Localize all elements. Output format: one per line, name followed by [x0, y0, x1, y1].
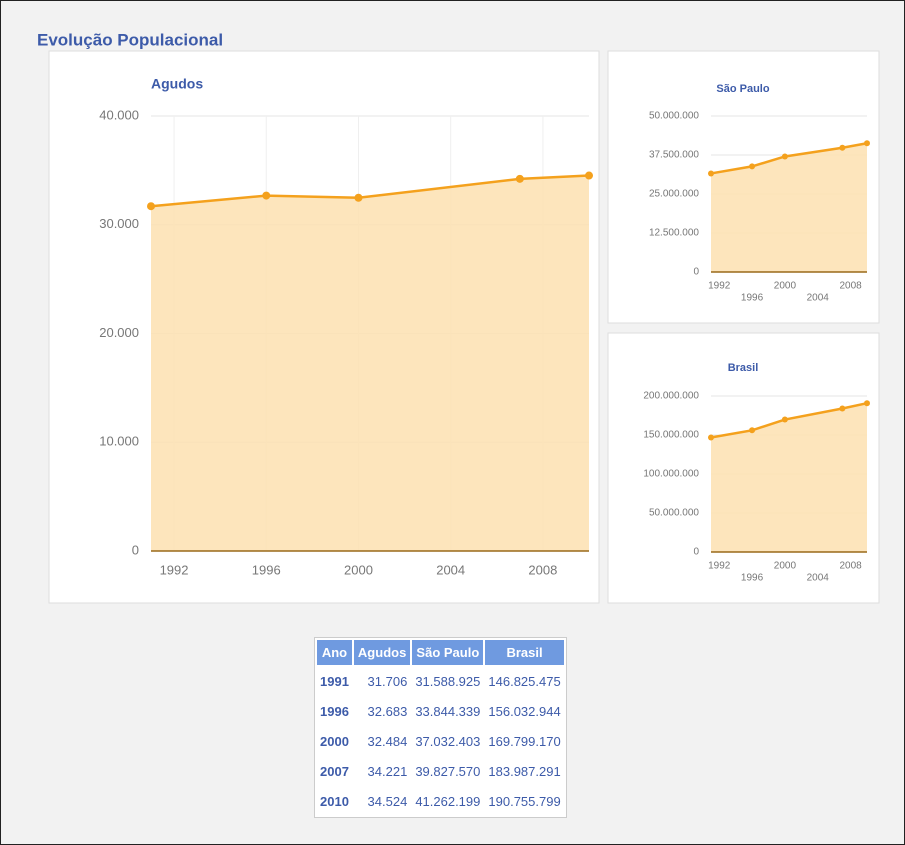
point [749, 163, 756, 170]
point [864, 140, 870, 147]
x-tick-label: 1992 [160, 562, 189, 577]
point [781, 416, 788, 423]
table-cell: 183.987.291 [488, 763, 561, 779]
y-tick-label: 37.500.000 [649, 150, 699, 161]
table-cell: 1991 [320, 673, 349, 689]
y-tick-label: 10.000 [99, 434, 139, 449]
table-cell: 146.825.475 [488, 673, 561, 689]
y-tick-label: 25.000.000 [649, 189, 699, 200]
y-tick-label: 200.000.000 [643, 391, 699, 402]
table-row: 2007 34.221 39.827.570 183.987.291 [317, 757, 564, 785]
table-cell: 32.484 [367, 733, 408, 749]
point [781, 153, 788, 160]
table-cell: 1996 [320, 703, 349, 719]
y-tick-label: 50.000.000 [649, 508, 699, 519]
y-tick-label: 40.000 [99, 107, 139, 122]
table-cell: 39.827.570 [415, 763, 481, 779]
x-tick-label: 1996 [252, 562, 281, 577]
table-cell: 34.221 [367, 763, 408, 779]
table-cell: 2000 [320, 733, 349, 749]
table-row: 1991 31.706 31.588.925 146.825.475 [317, 667, 564, 695]
table-cell: 33.844.339 [415, 703, 481, 719]
x-tick-label: 1992 [708, 281, 731, 292]
table-cell: 34.524 [367, 793, 408, 809]
point [708, 170, 714, 177]
y-tick-label: 30.000 [99, 216, 139, 231]
chart-title: São Paulo [716, 83, 769, 95]
point [585, 171, 593, 180]
area [151, 175, 589, 551]
table-cell: 156.032.944 [488, 703, 561, 719]
x-tick-label: 2000 [344, 562, 373, 577]
y-tick-label: 0 [693, 547, 699, 558]
x-tick-label: 2008 [528, 562, 557, 577]
point [839, 144, 846, 151]
table-cell: 31.706 [367, 673, 408, 689]
x-tick-label: 2004 [807, 573, 830, 584]
x-tick-label: 2004 [436, 562, 465, 577]
y-tick-label: 0 [693, 267, 699, 278]
x-tick-label: 2008 [839, 281, 862, 292]
table-row: 2000 32.484 37.032.403 169.799.170 [317, 727, 564, 755]
header-cell: Brasil [485, 640, 564, 665]
x-tick-label: 1996 [741, 293, 764, 304]
table-row: 1996 32.683 33.844.339 156.032.944 [317, 697, 564, 725]
x-tick-label: 1992 [708, 561, 731, 572]
point [147, 202, 155, 211]
header-cell: Agudos [353, 640, 411, 665]
table-cell: 2007 [320, 763, 349, 779]
x-tick-label: 2008 [839, 561, 862, 572]
chart-title: Agudos [151, 76, 203, 92]
x-tick-label: 2004 [807, 293, 830, 304]
page-title: Evolução Populacional [37, 30, 223, 49]
table-cell: 37.032.403 [415, 733, 481, 749]
table-cell: 190.755.799 [488, 793, 561, 809]
area [711, 143, 867, 272]
point [864, 400, 870, 407]
y-tick-label: 50.000.000 [649, 111, 699, 122]
y-tick-label: 0 [132, 542, 139, 557]
header-row: Ano Agudos São Paulo Brasil [317, 640, 564, 665]
table-cell: 41.262.199 [415, 793, 481, 809]
y-tick-label: 20.000 [99, 325, 139, 340]
x-tick-label: 1996 [741, 573, 764, 584]
point [515, 174, 524, 183]
y-tick-label: 150.000.000 [643, 430, 699, 441]
point [354, 193, 363, 202]
table-cell: 169.799.170 [488, 733, 561, 749]
header-cell: Ano [317, 640, 352, 665]
point [708, 434, 714, 441]
point [749, 427, 756, 434]
point [262, 191, 271, 200]
x-tick-label: 2000 [774, 281, 797, 292]
data-table: Ano Agudos São Paulo Brasil 1991 31.706 31.58… [314, 637, 567, 818]
y-tick-label: 100.000.000 [643, 469, 699, 480]
y-tick-label: 12.500.000 [649, 228, 699, 239]
table-row: 2010 34.524 41.262.199 190.755.799 [317, 787, 564, 815]
chart-title: Brasil [728, 362, 759, 374]
table-cell: 32.683 [367, 703, 408, 719]
point [839, 405, 846, 412]
table-cell: 31.588.925 [415, 673, 481, 689]
table-cell: 2010 [320, 793, 349, 809]
table-body: 1991 31.706 31.588.925 146.825.475 1996 32.68… [317, 667, 564, 815]
x-tick-label: 2000 [774, 561, 797, 572]
header-cell: São Paulo [412, 640, 484, 665]
area [711, 403, 867, 552]
